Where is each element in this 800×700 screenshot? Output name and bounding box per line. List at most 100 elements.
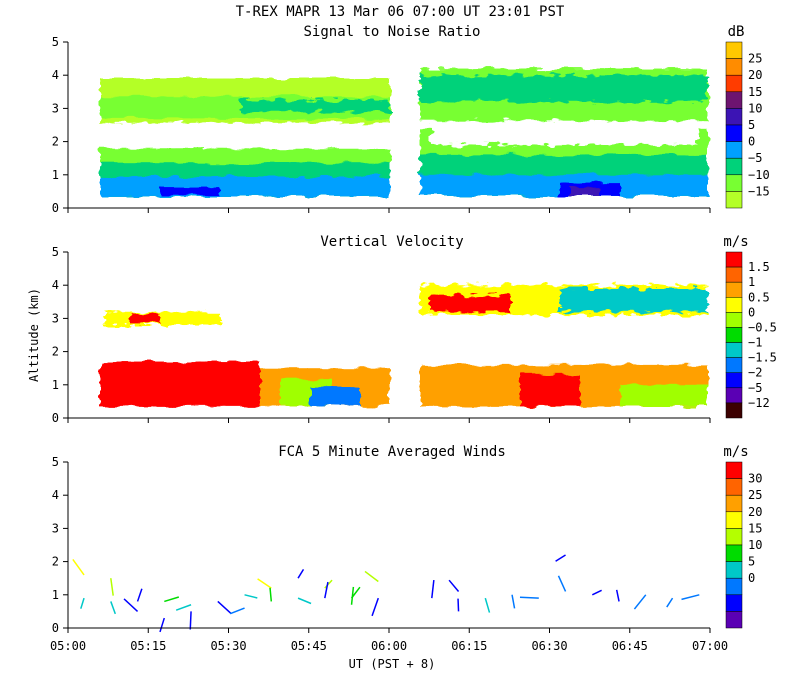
colorbar-swatch [725,342,743,358]
snr-colorbar: dB 25 20 15 10 5 0 −5 −10 −15 [725,24,770,209]
winds-panel-title: FCA 5 Minute Averaged Winds [278,444,506,460]
wind-barb [257,578,272,589]
colorbar-label: −12 [748,396,770,410]
wind-barb [229,607,245,615]
wind-barb [557,575,567,592]
colorbar-swatch [725,108,743,126]
colorbar-swatch [725,461,743,479]
colorbar-swatch [725,577,743,596]
x-tick-label: 05:15 [130,639,166,653]
colorbar-label: 5 [748,118,755,132]
colorbar-swatch [725,191,743,209]
colorbar-label: 25 [748,488,762,502]
x-axis-label: UT (PST + 8) [349,657,436,671]
y-tick-label: 2 [52,345,59,359]
snr-panel: 0 1 2 3 4 5 [52,35,711,215]
colorbar-label: 20 [748,68,762,82]
wind-barb [217,600,232,614]
vv-colorbar: m/s 1.510.50−0.5 −1−1.5−2−5−12 [723,234,777,419]
y-tick-label: 4 [52,68,59,82]
colorbar-label: 5 [748,555,755,569]
y-tick-label: 4 [52,278,59,292]
x-tick-label: 06:15 [451,639,487,653]
vv-band-cyan-upper-r [560,288,708,312]
colorbar-label: −5 [748,381,762,395]
colorbar-swatch [725,266,743,283]
colorbar-label: 0 [748,571,755,585]
colorbar-label: −1 [748,336,762,350]
x-tick-label: 05:45 [291,639,327,653]
colorbar-swatch [725,402,743,419]
colorbar-swatch [725,312,743,328]
colorbar-swatch [725,511,743,529]
vv-band-red-upper [130,313,160,324]
colorbar-swatch [725,372,743,389]
wind-barb [681,594,700,601]
y-tick-label: 2 [52,555,59,569]
snr-panel-title: Signal to Noise Ratio [303,24,480,40]
x-tick-label: 06:30 [531,639,567,653]
colorbar-swatch [725,174,743,192]
y-tick-label: 1 [52,378,59,392]
colorbar-swatch [725,357,743,373]
y-tick-label: 0 [52,201,59,215]
y-tick-label: 3 [52,311,59,325]
wind-barb [448,579,460,592]
wind-barb [666,597,674,608]
colorbar-swatch [725,41,743,59]
y-tick-label: 5 [52,245,59,259]
colorbar-swatch [725,478,743,496]
colorbar-swatch [725,494,743,513]
colorbar-swatch [725,561,743,579]
colorbar-swatch [725,594,743,612]
wind-barb [175,604,192,611]
wind-barb [297,597,312,605]
y-tick-label: 1 [52,588,59,602]
vv-band-red-upper-r [430,295,510,312]
winds-units: m/s [723,444,748,460]
colorbar-label: 10 [748,538,762,552]
winds-colorbar: m/s 30 25 20 15 10 5 0 [723,444,762,629]
wind-barb [123,598,139,612]
colorbar-label: −5 [748,151,762,165]
colorbar-swatch [725,327,743,343]
x-tick-label: 06:45 [612,639,648,653]
colorbar-label: 10 [748,101,762,115]
wind-barb [457,598,460,612]
wind-barb [159,617,166,633]
wind-barb [484,597,491,613]
colorbar-swatch [725,251,743,268]
wind-barb [350,586,355,605]
x-tick-label: 07:00 [692,639,728,653]
y-tick-label: 5 [52,455,59,469]
colorbar-label: −2 [748,366,762,380]
wind-barb [164,596,180,603]
wind-barb [110,601,117,615]
colorbar-label: 0 [748,305,755,319]
vv-band-red [100,361,260,407]
vv-panel-title: Vertical Velocity [320,234,463,250]
colorbar-swatch [725,141,743,159]
wind-barb [269,587,273,602]
wind-barb [431,579,435,599]
wind-barb [633,594,647,610]
colorbar-swatch [725,544,743,562]
vv-band-red-r [520,374,580,407]
colorbar-label: 0 [748,135,755,149]
colorbar-swatch [725,124,743,142]
vv-band-yellow-upper [105,311,220,326]
wind-barb [324,581,329,599]
colorbar-label: −0.5 [748,320,777,334]
wind-barb [591,589,602,596]
colorbar-swatch [725,387,743,404]
snr-band-navy-r [570,188,600,197]
wind-barb [555,554,566,562]
colorbar-label: 1 [748,275,755,289]
colorbar-label: −15 [748,184,770,198]
colorbar-label: 25 [748,52,762,66]
wind-barb [511,594,516,609]
y-tick-label: 0 [52,411,59,425]
vv-units: m/s [723,234,748,250]
snr-band-cyan [100,176,390,197]
